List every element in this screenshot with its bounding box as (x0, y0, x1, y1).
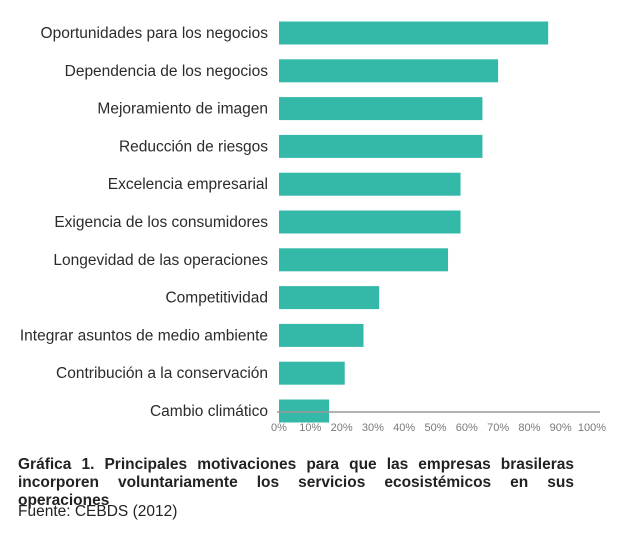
bar-oportunidades-para-los-negocios (279, 21, 549, 45)
category-label-excelencia-empresarial: Excelencia empresarial (108, 176, 268, 193)
bar-chart: Oportunidades para los negocios Dependenc… (20, 21, 606, 434)
category-label-exigencia-de-los-consumidores: Exigencia de los consumidores (54, 214, 268, 231)
bars-group (279, 21, 549, 423)
x-tick-label: 90% (550, 422, 572, 434)
bar-competitividad (279, 286, 380, 310)
category-label-reduccion-de-riesgos: Reducción de riesgos (119, 138, 268, 155)
x-tick-label: 80% (518, 422, 540, 434)
bar-longevidad-de-las-operaciones (279, 248, 449, 272)
bar-mejoramiento-de-imagen (279, 97, 483, 121)
caption-line-2: incorporen voluntariamente los servicios… (18, 474, 574, 509)
figure-caption: Gráfica 1. Principales motivaciones para… (18, 456, 574, 510)
category-label-oportunidades-para-los-negocios: Oportunidades para los negocios (41, 25, 269, 42)
x-tick-label: 60% (456, 422, 478, 434)
category-label-integrar-asuntos-de-medio-ambiente: Integrar asuntos de medio ambiente (20, 327, 268, 344)
caption-line-1: Gráfica 1. Principales motivaciones para… (18, 456, 574, 473)
bar-cambio-climatico (279, 399, 330, 423)
x-tick-label: 50% (424, 422, 446, 434)
category-label-dependencia-de-los-negocios: Dependencia de los negocios (65, 63, 269, 80)
x-tick-label: 70% (487, 422, 509, 434)
x-tick-label: 0% (271, 422, 287, 434)
bar-excelencia-empresarial (279, 172, 461, 196)
x-tick-label: 20% (331, 422, 353, 434)
figure-source: Fuente: CEBDS (2012) (18, 503, 178, 520)
x-axis-ticks: 0% 10% 20% 30% 40% 50% 60% 70% 80% 90% 100% (271, 422, 606, 434)
bar-integrar-asuntos-de-medio-ambiente (279, 323, 364, 347)
x-tick-label: 30% (362, 422, 384, 434)
category-label-competitividad: Competitividad (165, 290, 268, 307)
x-tick-label: 40% (393, 422, 415, 434)
x-tick-label: 100% (578, 422, 606, 434)
bar-dependencia-de-los-negocios (279, 59, 499, 83)
bar-reduccion-de-riesgos (279, 134, 483, 158)
category-label-mejoramiento-de-imagen: Mejoramiento de imagen (97, 101, 268, 118)
bar-exigencia-de-los-consumidores (279, 210, 461, 234)
x-tick-label: 10% (299, 422, 321, 434)
bar-contribucion-a-la-conservacion (279, 361, 345, 385)
category-labels: Oportunidades para los negocios Dependenc… (20, 25, 268, 420)
category-label-contribucion-a-la-conservacion: Contribución a la conservación (56, 365, 268, 382)
category-label-cambio-climatico: Cambio climático (150, 403, 268, 420)
category-label-longevidad-de-las-operaciones: Longevidad de las operaciones (53, 252, 268, 269)
